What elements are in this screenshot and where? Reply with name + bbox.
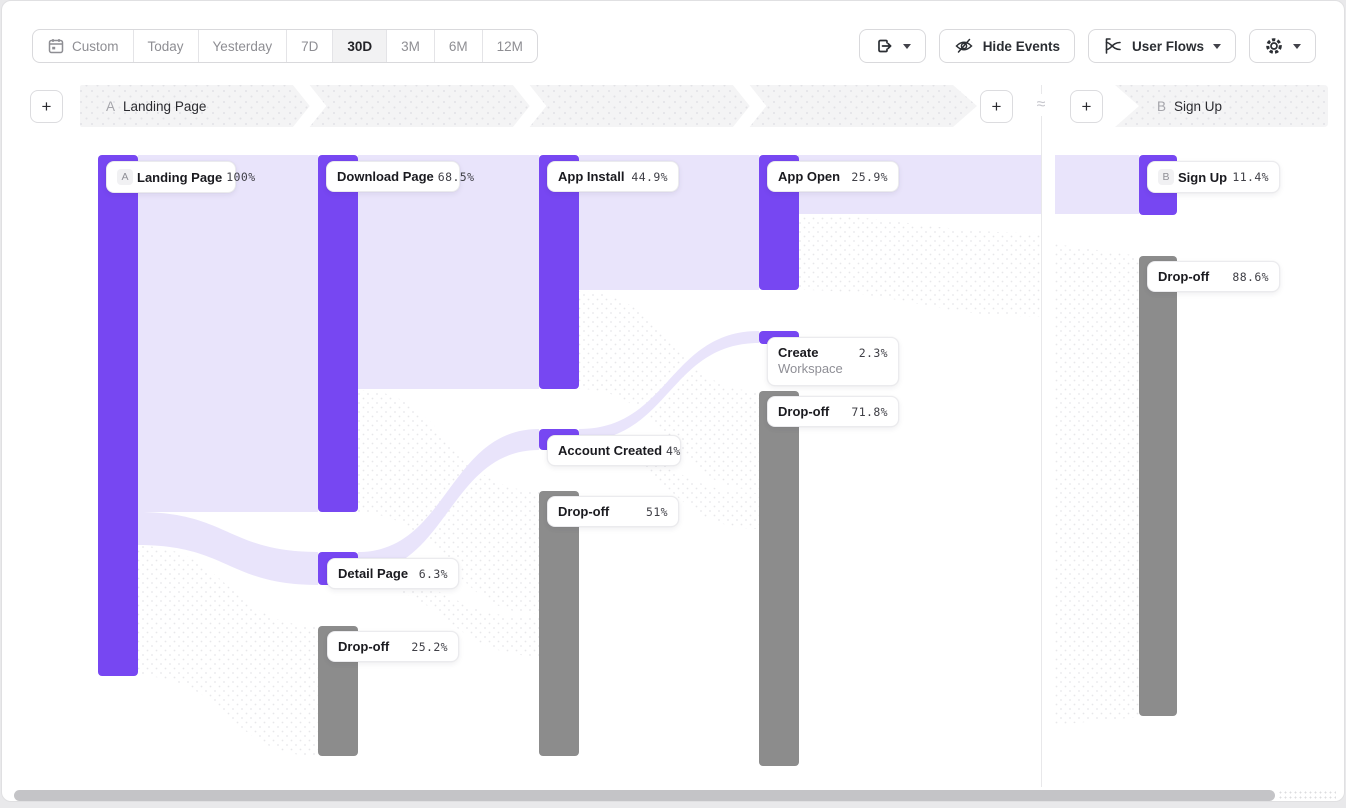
date-range-custom[interactable]: Custom: [33, 30, 134, 62]
node-card-landing-page[interactable]: A Landing Page 100%: [106, 161, 255, 193]
band-chevron-icon: [512, 85, 547, 127]
horizontal-scrollbar-track: [1278, 790, 1336, 801]
date-range-6m[interactable]: 6M: [435, 30, 483, 62]
hide-events-button[interactable]: Hide Events: [938, 29, 1075, 63]
date-range-yesterday[interactable]: Yesterday: [199, 30, 288, 62]
node-card-dropoff-col4[interactable]: Drop-off 71.8%: [767, 396, 899, 427]
date-range-30d[interactable]: 30D: [333, 30, 388, 62]
funnel-step-band-b[interactable]: [1115, 85, 1328, 127]
add-step-button-a-end[interactable]: +: [980, 90, 1013, 123]
funnel-step-band-a[interactable]: [80, 81, 977, 131]
flow-landing-to-download: [138, 155, 318, 512]
funnel-step-a-label[interactable]: A Landing Page: [106, 85, 206, 127]
caret-down-icon: [1213, 43, 1221, 49]
gear-icon: [1264, 36, 1284, 56]
flow-landing-to-detail: [138, 512, 318, 585]
settings-button[interactable]: [1249, 29, 1316, 63]
caret-down-icon: [902, 43, 911, 49]
horizontal-scrollbar-thumb[interactable]: [14, 790, 1275, 801]
funnel-step-b-label[interactable]: B Sign Up: [1157, 85, 1222, 127]
eye-off-icon: [954, 36, 974, 56]
date-range-control: Custom Today Yesterday 7D 30D 3M 6M 12M: [32, 29, 538, 63]
flow-into-dropoff-b: [1055, 244, 1139, 725]
node-card-app-install[interactable]: App Install 44.9%: [547, 161, 679, 192]
node-card-dropoff-b[interactable]: Drop-off 88.6%: [1147, 261, 1280, 292]
node-bar-landing-page[interactable]: [98, 155, 138, 676]
flow-detail-to-dropoff: [358, 574, 539, 656]
add-step-button-b-start[interactable]: +: [1070, 90, 1103, 123]
flow-account-to-createworkspace: [579, 331, 759, 441]
node-bar-download-page[interactable]: [318, 155, 358, 512]
node-card-account-created[interactable]: Account Created 4%: [547, 435, 681, 466]
node-bar-app-install[interactable]: [539, 155, 579, 389]
flow-download-to-appinstall: [358, 155, 539, 389]
step-letter: B: [1157, 98, 1167, 114]
flow-into-signup: [1055, 155, 1139, 214]
step-name: Sign Up: [1174, 98, 1223, 114]
flows-chart-icon: [1103, 36, 1123, 56]
toolbar: Custom Today Yesterday 7D 30D 3M 6M 12M: [2, 1, 1344, 63]
node-card-dropoff-col3[interactable]: Drop-off 51%: [547, 496, 679, 527]
export-button[interactable]: [858, 29, 926, 63]
node-card-create-workspace[interactable]: Create 2.3% Workspace: [767, 337, 899, 386]
view-selector-label: User Flows: [1131, 38, 1204, 54]
step-letter-badge: A: [117, 169, 133, 185]
approx-separator: ≈: [1030, 94, 1052, 116]
node-card-app-open[interactable]: App Open 25.9%: [767, 161, 899, 192]
date-range-7d[interactable]: 7D: [287, 30, 334, 62]
flow-detail-to-account: [358, 429, 539, 573]
flow-account-to-dropoff: [579, 442, 759, 529]
step-letter-badge: B: [1158, 169, 1174, 185]
flow-landing-to-dropoff: [138, 546, 318, 756]
node-bar-dropoff-b[interactable]: [1139, 256, 1177, 716]
node-card-signup[interactable]: B Sign Up 11.4%: [1147, 161, 1280, 193]
date-range-label: Custom: [72, 38, 119, 54]
band-chevron-icon: [732, 85, 767, 127]
section-divider: [1041, 85, 1042, 787]
node-card-dropoff-col2[interactable]: Drop-off 25.2%: [327, 631, 459, 662]
flow-appopen-drop-continuation: [798, 215, 1041, 317]
node-bar-dropoff-col4[interactable]: [759, 391, 799, 766]
date-range-3m[interactable]: 3M: [387, 30, 435, 62]
band-chevron-icon: [292, 85, 327, 127]
step-letter: A: [106, 98, 116, 114]
step-name: Landing Page: [123, 98, 207, 114]
caret-down-icon: [1293, 43, 1301, 49]
export-icon: [874, 36, 894, 56]
date-range-12m[interactable]: 12M: [496, 38, 523, 54]
node-bar-dropoff-col3[interactable]: [539, 491, 579, 756]
calendar-icon: [47, 37, 65, 55]
add-step-button-left[interactable]: +: [30, 90, 63, 123]
node-card-detail-page[interactable]: Detail Page 6.3%: [327, 558, 459, 589]
toolbar-right-group: Hide Events User Flows: [858, 29, 1316, 63]
node-card-download-page[interactable]: Download Page 68.5%: [326, 161, 474, 192]
hide-events-label: Hide Events: [982, 38, 1060, 54]
date-range-today[interactable]: Today: [134, 30, 199, 62]
view-selector-button[interactable]: User Flows: [1087, 29, 1236, 63]
